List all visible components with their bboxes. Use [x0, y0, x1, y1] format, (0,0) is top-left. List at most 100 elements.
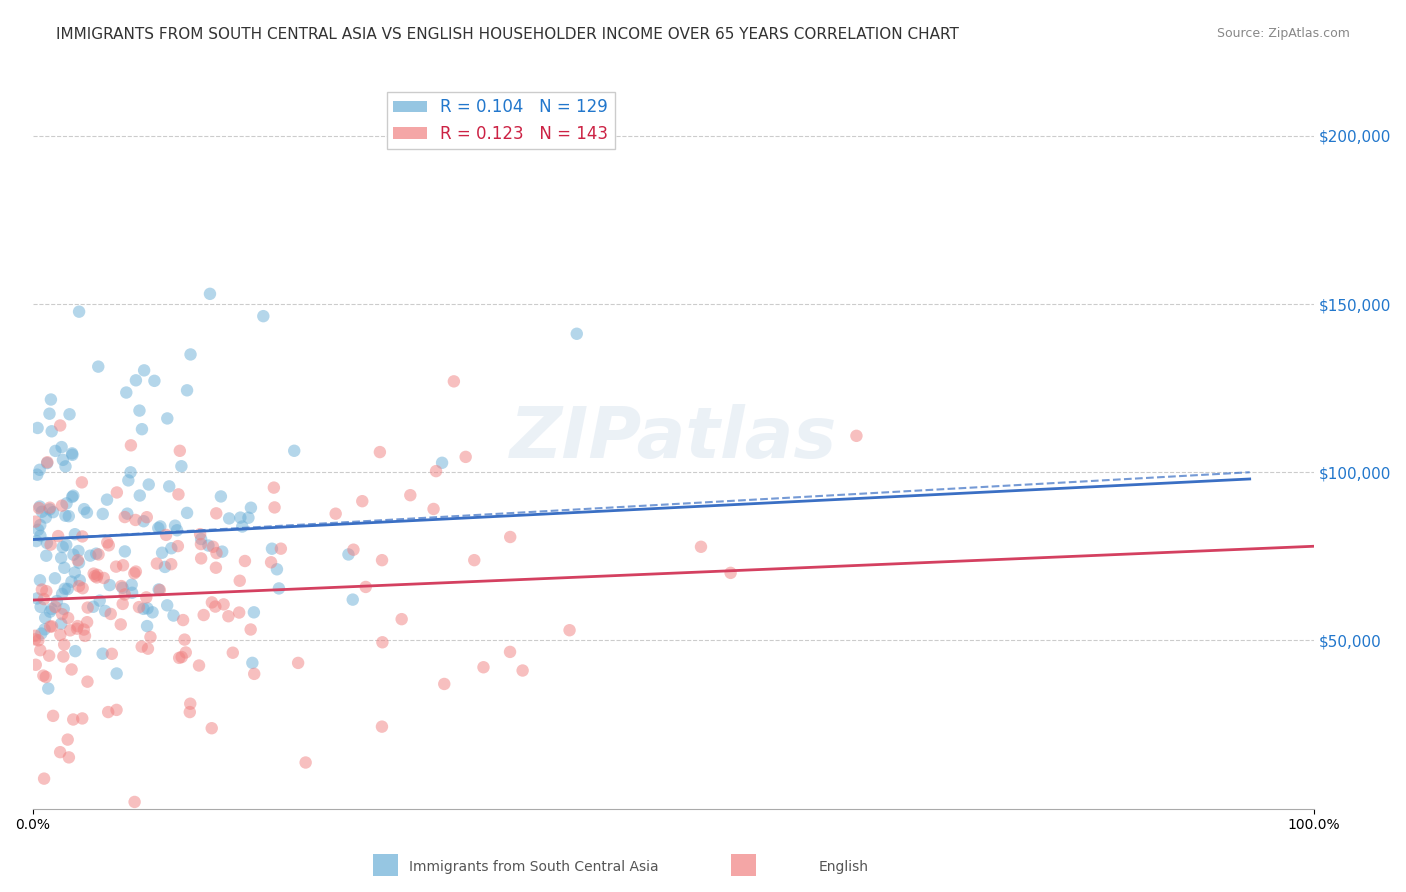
Point	[499, 645, 522, 659]
Point	[239, 623, 262, 637]
Point	[24, 632, 46, 647]
Point	[27, 523, 49, 537]
Point	[66, 619, 89, 633]
Point	[170, 459, 193, 474]
Point	[55, 538, 77, 552]
Point	[325, 507, 347, 521]
Point	[87, 548, 110, 562]
Point	[76, 600, 98, 615]
Point	[39, 619, 62, 633]
Point	[52, 649, 75, 664]
Point	[128, 489, 150, 503]
Point	[56, 732, 79, 747]
Point	[58, 407, 80, 421]
Point	[27, 421, 49, 435]
Point	[169, 443, 191, 458]
Point	[202, 540, 225, 554]
Point	[342, 592, 364, 607]
Point	[73, 502, 96, 516]
Point	[52, 602, 75, 616]
Point	[124, 513, 146, 527]
Point	[205, 507, 228, 521]
Point	[67, 556, 90, 570]
Point	[371, 720, 394, 734]
Point	[425, 464, 447, 478]
Point	[160, 558, 183, 572]
Point	[136, 619, 159, 633]
Point	[179, 697, 201, 711]
Point	[94, 604, 117, 618]
Text: Source: ZipAtlas.com: Source: ZipAtlas.com	[1216, 27, 1350, 40]
Point	[27, 633, 49, 648]
Point	[371, 635, 394, 649]
Text: IMMIGRANTS FROM SOUTH CENTRAL ASIA VS ENGLISH HOUSEHOLDER INCOME OVER 65 YEARS C: IMMIGRANTS FROM SOUTH CENTRAL ASIA VS EN…	[56, 27, 959, 42]
Point	[128, 600, 150, 615]
Point	[83, 566, 105, 581]
Point	[238, 510, 260, 524]
Point	[218, 511, 240, 525]
Point	[62, 713, 84, 727]
Point	[97, 538, 120, 552]
Point	[121, 586, 143, 600]
Point	[32, 592, 55, 607]
Point	[136, 601, 159, 615]
Point	[132, 602, 155, 616]
Point	[201, 595, 224, 609]
Point	[239, 500, 262, 515]
Point	[354, 580, 377, 594]
Point	[205, 560, 228, 574]
Point	[135, 591, 157, 605]
Point	[35, 584, 58, 599]
Point	[49, 628, 72, 642]
Point	[87, 359, 110, 374]
Point	[499, 530, 522, 544]
Point	[179, 705, 201, 719]
Point	[96, 535, 118, 549]
Point	[53, 582, 76, 596]
Point	[267, 582, 290, 596]
Point	[193, 607, 215, 622]
Point	[188, 658, 211, 673]
Point	[55, 508, 77, 523]
Point	[233, 554, 256, 568]
Point	[114, 544, 136, 558]
Point	[399, 488, 422, 502]
Point	[148, 521, 170, 535]
Point	[120, 465, 142, 479]
Point	[240, 656, 263, 670]
Point	[139, 630, 162, 644]
Point	[58, 750, 80, 764]
Point	[111, 581, 134, 595]
Point	[51, 550, 73, 565]
Point	[67, 304, 90, 318]
Point	[59, 624, 82, 638]
Point	[55, 459, 77, 474]
Bar	[373, 854, 398, 876]
Point	[173, 632, 195, 647]
Point	[188, 527, 211, 541]
Point	[198, 286, 221, 301]
Point	[131, 640, 153, 654]
Point	[143, 374, 166, 388]
Point	[120, 438, 142, 452]
Point	[190, 537, 212, 551]
Point	[260, 555, 283, 569]
Point	[53, 561, 76, 575]
Point	[352, 494, 374, 508]
Point	[56, 611, 79, 625]
Point	[39, 538, 62, 552]
Point	[30, 529, 52, 543]
Point	[155, 528, 177, 542]
Point	[156, 599, 179, 613]
Point	[52, 453, 75, 467]
Point	[217, 609, 239, 624]
Point	[100, 607, 122, 621]
Point	[82, 599, 104, 614]
Point	[49, 418, 72, 433]
Point	[105, 666, 128, 681]
Point	[472, 660, 495, 674]
Point	[44, 443, 66, 458]
Point	[38, 648, 60, 663]
Point	[30, 518, 52, 533]
Point	[31, 505, 53, 519]
